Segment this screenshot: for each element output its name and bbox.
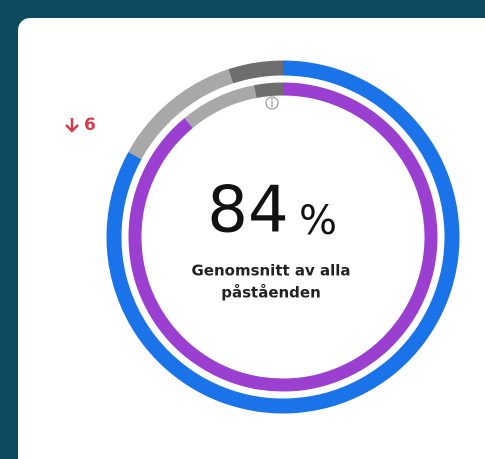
info-circle	[265, 96, 279, 110]
ring-segment	[254, 82, 284, 99]
info-icon[interactable]	[265, 96, 279, 110]
change-value: 6	[84, 115, 96, 135]
center-unit: %	[299, 198, 337, 244]
ring-segment	[106, 60, 460, 414]
info-dot	[271, 98, 273, 100]
change-arrow	[65, 118, 79, 133]
center-label: påståenden	[221, 284, 321, 302]
arrow-head	[65, 124, 79, 133]
center-value: 84	[207, 174, 288, 248]
ring-segment	[128, 69, 234, 160]
ring-segment	[228, 60, 284, 84]
ring-segment	[128, 82, 438, 392]
center-label: Genomsnitt av alla	[191, 262, 350, 280]
card	[18, 18, 485, 459]
ring-segment	[184, 85, 257, 129]
